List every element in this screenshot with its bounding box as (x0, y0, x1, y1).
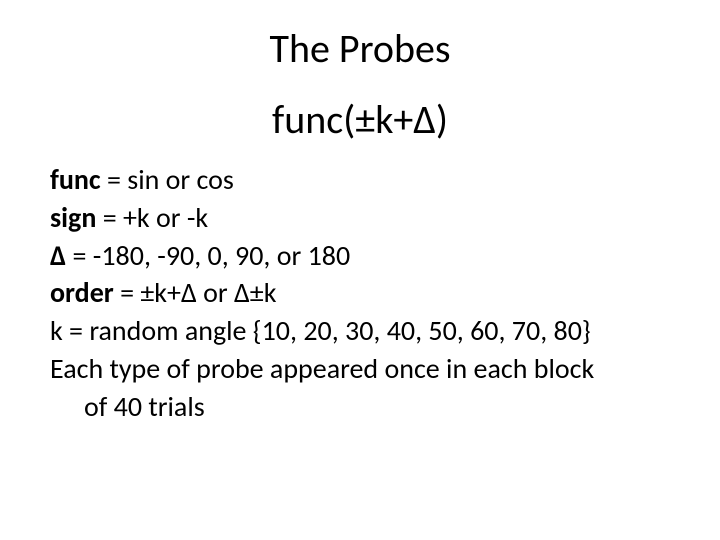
text-delta: = -180, -90, 0, 90, or 180 (66, 238, 350, 273)
slide-body: func = sin or cos sign = +k or -k Δ = -1… (50, 162, 670, 427)
term-func: func (50, 162, 101, 197)
term-delta: Δ (50, 238, 66, 273)
line-k: k = random angle {10, 20, 30, 40, 50, 60… (50, 313, 670, 349)
line-func: func = sin or cos (50, 162, 670, 198)
line-trials-2: of 40 trials (50, 389, 670, 425)
term-sign: sign (50, 200, 96, 235)
line-trials: Each type of probe appeared once in each… (50, 351, 670, 387)
slide-title: The Probes (50, 24, 670, 73)
text-order: = ±k+Δ or Δ±k (114, 275, 277, 310)
formula: func(±k+Δ) (50, 95, 670, 144)
slide: The Probes func(±k+Δ) func = sin or cos … (0, 0, 720, 540)
line-sign: sign = +k or -k (50, 200, 670, 236)
text-func: = sin or cos (101, 162, 234, 197)
text-sign: = +k or -k (96, 200, 208, 235)
line-delta: Δ = -180, -90, 0, 90, or 180 (50, 238, 670, 274)
line-order: order = ±k+Δ or Δ±k (50, 275, 670, 311)
term-order: order (50, 275, 114, 310)
